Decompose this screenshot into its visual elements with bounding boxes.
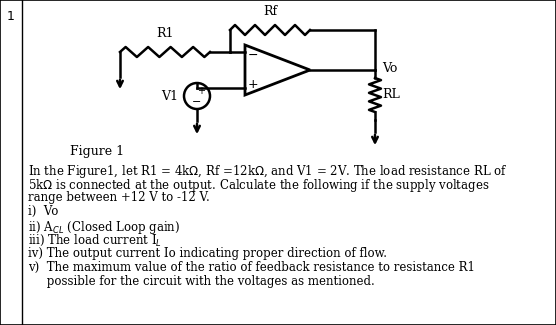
Text: Vo: Vo	[382, 61, 398, 74]
Text: i)  Vo: i) Vo	[28, 205, 58, 218]
Text: 5k$\Omega$ is connected at the output. Calculate the following if the supply vol: 5k$\Omega$ is connected at the output. C…	[28, 177, 489, 194]
Text: V1: V1	[161, 89, 178, 102]
Text: possible for the circuit with the voltages as mentioned.: possible for the circuit with the voltag…	[28, 275, 375, 288]
Text: RL: RL	[382, 88, 400, 101]
Text: R1: R1	[156, 27, 173, 40]
Text: ii) A$_{CL}$ (Closed Loop gain): ii) A$_{CL}$ (Closed Loop gain)	[28, 219, 180, 236]
Text: +: +	[247, 79, 259, 92]
Text: v)  The maximum value of the ratio of feedback resistance to resistance R1: v) The maximum value of the ratio of fee…	[28, 261, 475, 274]
Text: range between +12 V to -12 V.: range between +12 V to -12 V.	[28, 191, 210, 204]
Text: iii) The load current I$_L$: iii) The load current I$_L$	[28, 233, 162, 248]
Text: In the Figure1, let R1 = 4k$\Omega$, Rf =12k$\Omega$, and V1 = 2V. The load resi: In the Figure1, let R1 = 4k$\Omega$, Rf …	[28, 163, 508, 180]
Text: +: +	[197, 86, 205, 96]
Text: −: −	[248, 48, 258, 61]
Text: −: −	[192, 97, 202, 107]
Text: Rf: Rf	[263, 5, 277, 18]
Text: 1: 1	[7, 10, 15, 23]
Polygon shape	[245, 45, 310, 95]
Text: Figure 1: Figure 1	[70, 145, 124, 158]
Text: iv) The output current Io indicating proper direction of flow.: iv) The output current Io indicating pro…	[28, 247, 387, 260]
